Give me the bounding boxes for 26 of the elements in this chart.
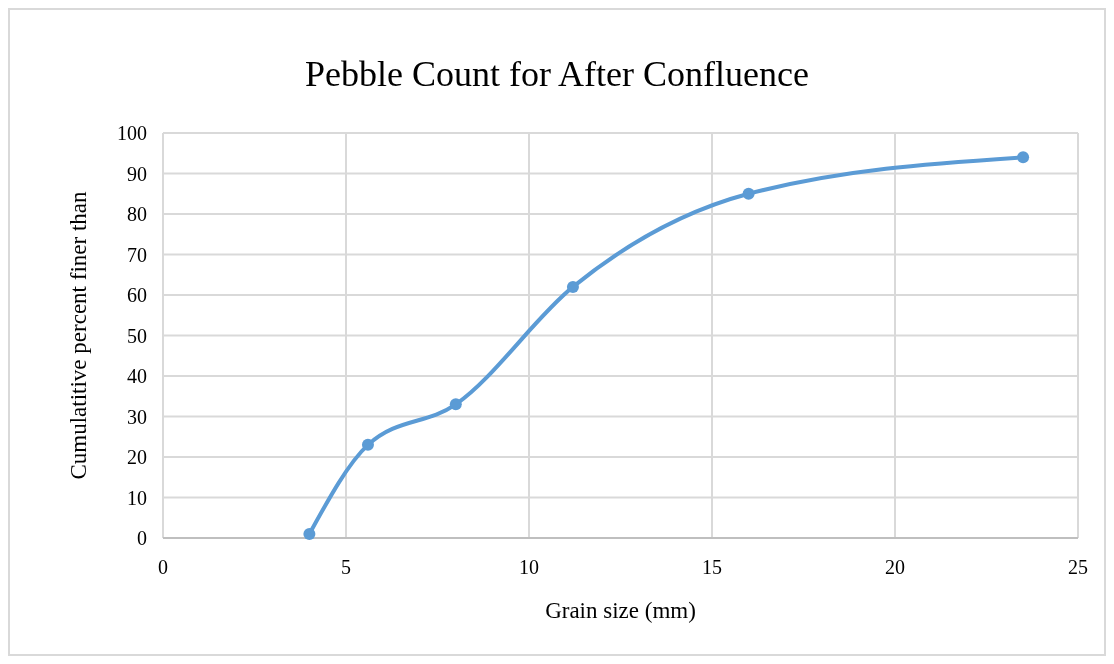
y-tick-label: 50 xyxy=(127,324,147,347)
chart-title: Pebble Count for After Confluence xyxy=(305,54,809,94)
x-tick-label: 15 xyxy=(702,556,722,578)
point xyxy=(361,438,374,451)
y-tick-label: 0 xyxy=(137,527,147,549)
point xyxy=(303,527,316,540)
point xyxy=(566,280,579,293)
y-tick-label: 90 xyxy=(127,162,147,185)
y-tick-label: 80 xyxy=(127,203,147,225)
x-tick-label: 25 xyxy=(1068,556,1088,578)
x-tick-label: 0 xyxy=(158,556,168,578)
x-tick-label: 10 xyxy=(519,556,539,578)
y-tick-label: 60 xyxy=(127,284,147,306)
x-tick-label: 20 xyxy=(885,556,905,578)
y-tick-label: 40 xyxy=(127,365,147,387)
point xyxy=(742,187,755,200)
y-axis-title: Cumulatitive percent finer than xyxy=(66,190,91,480)
x-tick-label: 5 xyxy=(341,556,351,578)
y-tick-label: 30 xyxy=(127,405,147,428)
y-tick-label: 10 xyxy=(127,486,147,509)
y-tick-label: 100 xyxy=(117,122,147,144)
y-tick-label: 70 xyxy=(127,243,147,266)
point xyxy=(449,398,462,411)
y-tick-label: 20 xyxy=(127,446,147,468)
x-axis-title: Grain size (mm) xyxy=(545,598,696,623)
point xyxy=(1017,151,1030,164)
